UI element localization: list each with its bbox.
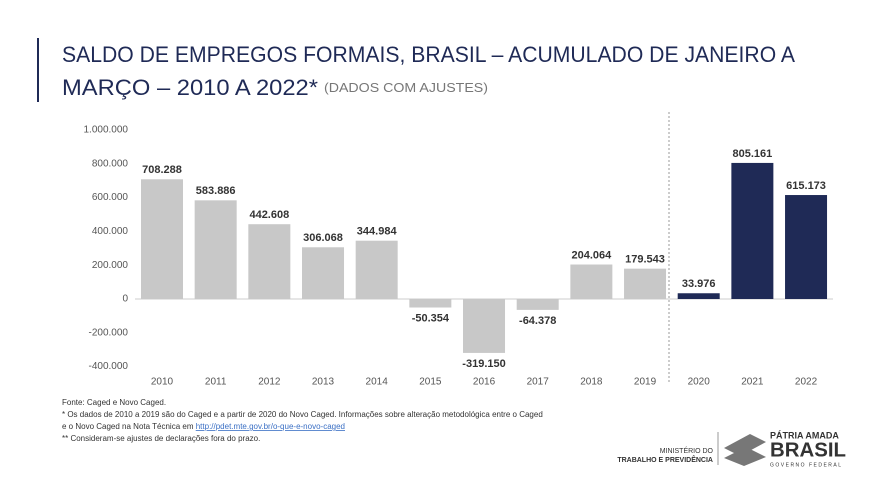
- value-label: 33.976: [682, 278, 716, 290]
- value-label: 306.068: [303, 232, 343, 244]
- x-tick-label: 2022: [795, 377, 818, 388]
- y-tick-label: 200.000: [92, 260, 129, 271]
- bar: [785, 195, 828, 299]
- footnote: e o Novo Caged na Nota Técnica em: [62, 422, 196, 431]
- value-label: 708.288: [142, 164, 182, 176]
- bar: [194, 200, 237, 299]
- value-label: -64.378: [519, 315, 556, 327]
- bar: [463, 299, 506, 353]
- ministry-logo: MINISTÉRIO DO: [660, 446, 714, 455]
- x-tick-label: 2020: [688, 377, 711, 388]
- y-tick-label: -400.000: [89, 361, 129, 372]
- plot: -400.000 -200.000 0 200.000 400.000 600.000 80…: [84, 125, 833, 388]
- x-tick-label: 2011: [205, 377, 227, 388]
- footnote: e o Novo Caged na Nota Técnica em http:/…: [62, 422, 345, 431]
- footnote: Fonte: Caged e Novo Caged.: [62, 398, 166, 407]
- y-tick-label: 0: [122, 294, 128, 305]
- bar: [624, 268, 667, 299]
- value-label: 442.608: [249, 209, 289, 221]
- brand-logo: PÁTRIA AMADA: [770, 430, 839, 440]
- ministry-logo: TRABALHO E PREVIDÊNCIA: [617, 455, 713, 464]
- value-label: -319.150: [462, 358, 505, 370]
- x-tick-label: 2017: [527, 377, 550, 388]
- y-tick-label: 1.000.000: [84, 125, 129, 136]
- chart-title: MARÇO – 2010 A 2022* (DADOS COM AJUSTES): [62, 75, 488, 100]
- value-label: 204.064: [571, 249, 612, 261]
- x-tick-label: 2021: [741, 377, 764, 388]
- bar: [409, 299, 452, 308]
- chart-title: SALDO DE EMPREGOS FORMAIS, BRASIL – ACUM…: [62, 42, 795, 67]
- y-tick-label: 600.000: [92, 192, 129, 203]
- value-label: 344.984: [357, 226, 398, 238]
- x-tick-label: 2016: [473, 377, 496, 388]
- brand-logo: BRASIL: [770, 439, 846, 461]
- value-label: 583.886: [196, 185, 236, 197]
- y-tick-label: 800.000: [92, 158, 129, 169]
- brand-icon: [724, 434, 766, 466]
- x-tick-label: 2012: [258, 377, 281, 388]
- bar: [516, 299, 559, 310]
- value-label: -50.354: [412, 312, 450, 324]
- y-tick-label: -200.000: [89, 327, 129, 338]
- bar: [248, 224, 291, 299]
- bar: [570, 264, 613, 299]
- brand-logo: GOVERNO FEDERAL: [770, 462, 843, 468]
- chart-subtitle: (DADOS COM AJUSTES): [324, 80, 488, 95]
- x-tick-label: 2019: [634, 377, 657, 388]
- bar: [731, 162, 774, 299]
- bar: [355, 240, 398, 299]
- x-tick-label: 2010: [151, 377, 174, 388]
- footnote-link[interactable]: http://pdet.mte.gov.br/o-que-e-novo-cage…: [196, 422, 345, 431]
- x-tick-label: 2014: [366, 377, 389, 388]
- y-tick-label: 400.000: [92, 226, 129, 237]
- bar: [302, 247, 345, 299]
- footnote: * Os dados de 2010 a 2019 são do Caged e…: [62, 410, 543, 419]
- value-label: 805.161: [732, 148, 772, 160]
- footnote: ** Consideram-se ajustes de declarações …: [62, 434, 260, 443]
- x-tick-label: 2018: [580, 377, 603, 388]
- chart-title: MARÇO – 2010 A 2022*: [62, 75, 318, 100]
- bar: [141, 179, 183, 299]
- bar: [677, 293, 720, 299]
- x-tick-label: 2013: [312, 377, 335, 388]
- value-label: 179.543: [625, 254, 665, 266]
- value-label: 615.173: [786, 180, 826, 192]
- x-tick-label: 2015: [419, 377, 442, 388]
